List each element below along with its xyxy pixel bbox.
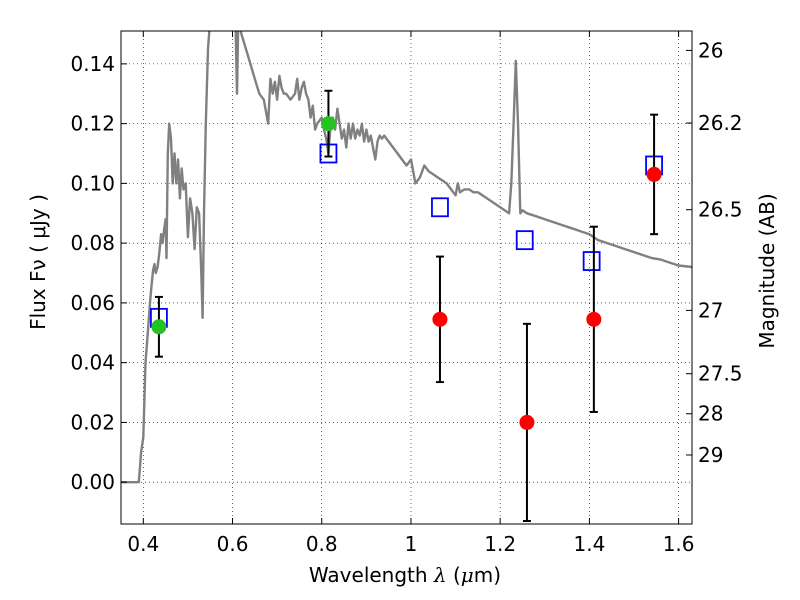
data-point-red	[646, 166, 662, 182]
data-point-green	[320, 116, 336, 132]
ticks: 0.4 0.6 0.8 1 1.2 1.4 1.6 0.00 0.02 0.04 0.06 0.08 0…	[70, 31, 743, 556]
x-tick-label: 0.8	[306, 532, 338, 556]
x-tick-label: 0.4	[127, 532, 159, 556]
y-axis-label-text: Flux Fν ( μJy )	[26, 194, 50, 330]
y-tick-label: 0.12	[70, 112, 115, 136]
right-axis-label-text: Magnitude (AB)	[755, 193, 779, 348]
y-tick-label: 0.14	[70, 52, 115, 76]
right-tick-label: 26.2	[698, 111, 743, 135]
x-axis-label: Wavelength λ (μm)	[309, 563, 501, 587]
y-tick-label: 0.08	[70, 231, 115, 255]
x-tick-label: 0.6	[217, 532, 249, 556]
y-axis-label: Flux Fν ( μJy )	[26, 194, 50, 330]
y-tick-label: 0.02	[70, 410, 115, 434]
right-tick-label: 26	[698, 38, 723, 62]
x-tick-label: 1	[405, 532, 418, 556]
data-point-red	[586, 311, 602, 327]
y-tick-label: 0.10	[70, 171, 115, 195]
right-tick-label: 26.5	[698, 198, 743, 222]
right-tick-label: 27.5	[698, 362, 743, 386]
x-tick-label: 1.6	[663, 532, 695, 556]
data-point-red	[519, 414, 535, 430]
plot-area	[121, 31, 692, 523]
data-point-red	[432, 311, 448, 327]
right-tick-label: 27	[698, 298, 723, 322]
y-tick-label: 0.04	[70, 351, 115, 375]
right-tick-label: 28	[698, 402, 723, 426]
model-spectrum-line	[121, 31, 692, 484]
x-tick-label: 1.2	[484, 532, 516, 556]
y-tick-label: 0.06	[70, 291, 115, 315]
right-tick-label: 29	[698, 443, 723, 467]
model-photometry-square	[515, 230, 534, 251]
data-point-green	[151, 319, 167, 335]
model-photometry-square	[431, 197, 449, 218]
model-photometry-square	[582, 251, 601, 271]
axes-frame	[120, 30, 693, 525]
x-tick-label: 1.4	[573, 532, 605, 556]
y-tick-label: 0.00	[70, 470, 115, 494]
plot-clip-group	[121, 31, 692, 523]
right-axis-label: Magnitude (AB)	[755, 193, 779, 348]
